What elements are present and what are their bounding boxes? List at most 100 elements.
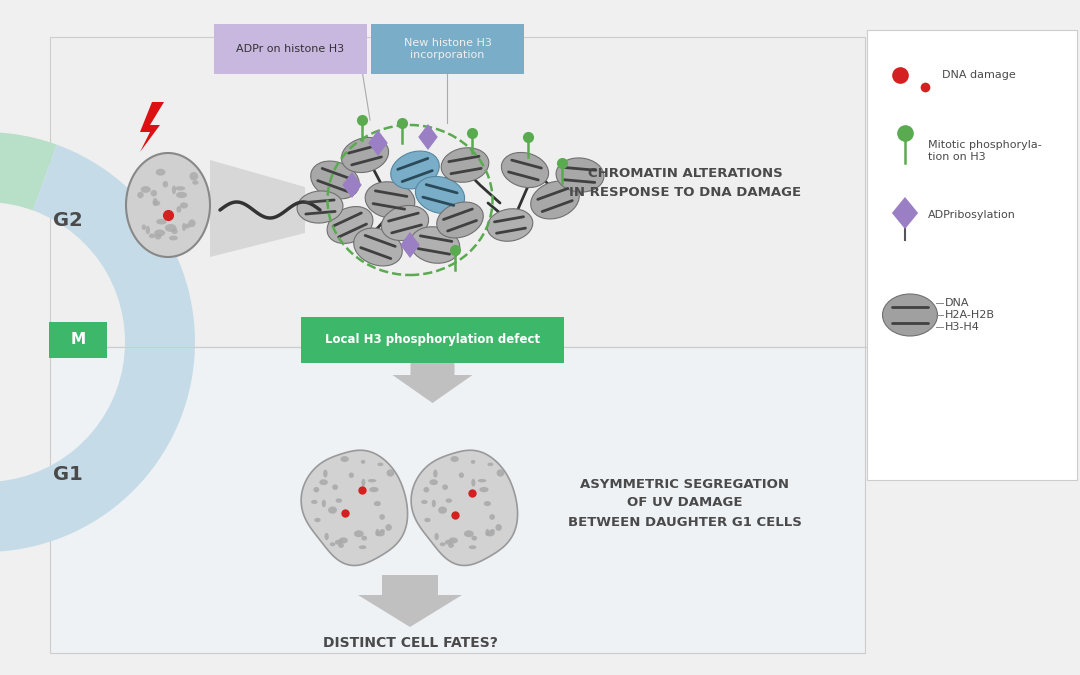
Ellipse shape	[496, 524, 502, 531]
Ellipse shape	[487, 462, 494, 466]
Ellipse shape	[369, 487, 379, 492]
Polygon shape	[892, 197, 918, 229]
Ellipse shape	[329, 542, 336, 546]
Wedge shape	[0, 132, 57, 552]
Ellipse shape	[410, 227, 460, 263]
Ellipse shape	[477, 479, 486, 483]
FancyBboxPatch shape	[214, 24, 367, 74]
Ellipse shape	[349, 472, 354, 478]
Polygon shape	[140, 102, 164, 152]
Ellipse shape	[327, 207, 373, 244]
Ellipse shape	[430, 479, 437, 485]
Bar	[50, 347, 865, 653]
Ellipse shape	[434, 533, 438, 540]
Ellipse shape	[459, 472, 464, 478]
Ellipse shape	[445, 539, 453, 545]
FancyBboxPatch shape	[301, 317, 564, 363]
Text: Local H3 phosphorylation defect: Local H3 phosphorylation defect	[325, 333, 540, 346]
Ellipse shape	[152, 198, 158, 206]
Ellipse shape	[141, 224, 146, 230]
Ellipse shape	[485, 529, 489, 536]
Ellipse shape	[156, 169, 165, 176]
Ellipse shape	[189, 172, 199, 180]
Ellipse shape	[433, 470, 437, 477]
Ellipse shape	[530, 181, 579, 219]
Ellipse shape	[471, 479, 475, 487]
Text: ADPr on histone H3: ADPr on histone H3	[237, 44, 345, 54]
Ellipse shape	[501, 153, 549, 188]
Ellipse shape	[165, 224, 177, 232]
Ellipse shape	[354, 228, 402, 266]
Ellipse shape	[154, 234, 161, 240]
Ellipse shape	[380, 529, 384, 533]
Ellipse shape	[183, 223, 186, 231]
Text: DISTINCT CELL FATES?: DISTINCT CELL FATES?	[323, 636, 498, 650]
Ellipse shape	[446, 498, 453, 503]
Ellipse shape	[328, 506, 337, 514]
Text: tion on H3: tion on H3	[928, 152, 986, 162]
Text: DNA: DNA	[945, 298, 970, 308]
Ellipse shape	[438, 506, 447, 514]
Text: G2: G2	[53, 211, 83, 230]
Ellipse shape	[362, 479, 365, 487]
Ellipse shape	[297, 191, 343, 223]
Ellipse shape	[362, 536, 367, 541]
Text: CHROMATIN ALTERATIONS
IN RESPONSE TO DNA DAMAGE: CHROMATIN ALTERATIONS IN RESPONSE TO DNA…	[569, 167, 801, 199]
Ellipse shape	[448, 543, 454, 548]
Ellipse shape	[424, 518, 431, 522]
Ellipse shape	[490, 529, 495, 533]
Ellipse shape	[146, 226, 150, 234]
FancyBboxPatch shape	[372, 24, 524, 74]
Ellipse shape	[175, 186, 186, 190]
Ellipse shape	[176, 206, 181, 213]
Ellipse shape	[172, 228, 178, 234]
Text: New histone H3
incorporation: New histone H3 incorporation	[404, 38, 491, 60]
Polygon shape	[368, 130, 388, 156]
Text: Mitotic phosphoryla-: Mitotic phosphoryla-	[928, 140, 1042, 150]
Text: ASYMMETRIC SEGREGATION
OF UV DAMAGE
BETWEEN DAUGHTER G1 CELLS: ASYMMETRIC SEGREGATION OF UV DAMAGE BETW…	[568, 477, 802, 529]
Ellipse shape	[471, 536, 477, 541]
Text: H3-H4: H3-H4	[945, 322, 980, 332]
Ellipse shape	[180, 202, 188, 209]
Ellipse shape	[311, 161, 360, 199]
Ellipse shape	[374, 501, 381, 506]
Ellipse shape	[432, 500, 436, 507]
Text: M: M	[70, 333, 85, 348]
Ellipse shape	[150, 190, 157, 196]
Ellipse shape	[882, 294, 937, 336]
Text: ADPribosylation: ADPribosylation	[928, 210, 1016, 220]
Ellipse shape	[485, 531, 495, 537]
Polygon shape	[392, 359, 473, 403]
Polygon shape	[301, 450, 407, 566]
Ellipse shape	[423, 487, 429, 493]
Ellipse shape	[379, 514, 384, 520]
Ellipse shape	[464, 531, 474, 537]
Ellipse shape	[322, 500, 326, 507]
Ellipse shape	[311, 500, 318, 504]
Ellipse shape	[163, 181, 168, 188]
Ellipse shape	[176, 192, 187, 198]
Ellipse shape	[361, 460, 365, 464]
Polygon shape	[342, 172, 362, 198]
Ellipse shape	[442, 148, 489, 182]
Text: DNA damage: DNA damage	[942, 70, 1016, 80]
Ellipse shape	[335, 539, 343, 545]
Ellipse shape	[484, 501, 491, 506]
Polygon shape	[411, 450, 517, 566]
Polygon shape	[418, 124, 437, 150]
Polygon shape	[357, 575, 462, 627]
Ellipse shape	[313, 487, 320, 493]
Ellipse shape	[365, 182, 415, 218]
Ellipse shape	[368, 479, 376, 483]
Bar	[50, 37, 865, 347]
Ellipse shape	[377, 462, 383, 466]
Ellipse shape	[376, 529, 379, 536]
Ellipse shape	[149, 234, 156, 238]
Ellipse shape	[359, 545, 366, 549]
Ellipse shape	[497, 469, 504, 477]
Ellipse shape	[126, 153, 210, 257]
Ellipse shape	[469, 545, 476, 549]
Ellipse shape	[336, 498, 342, 503]
Polygon shape	[210, 160, 305, 257]
Ellipse shape	[314, 518, 321, 522]
